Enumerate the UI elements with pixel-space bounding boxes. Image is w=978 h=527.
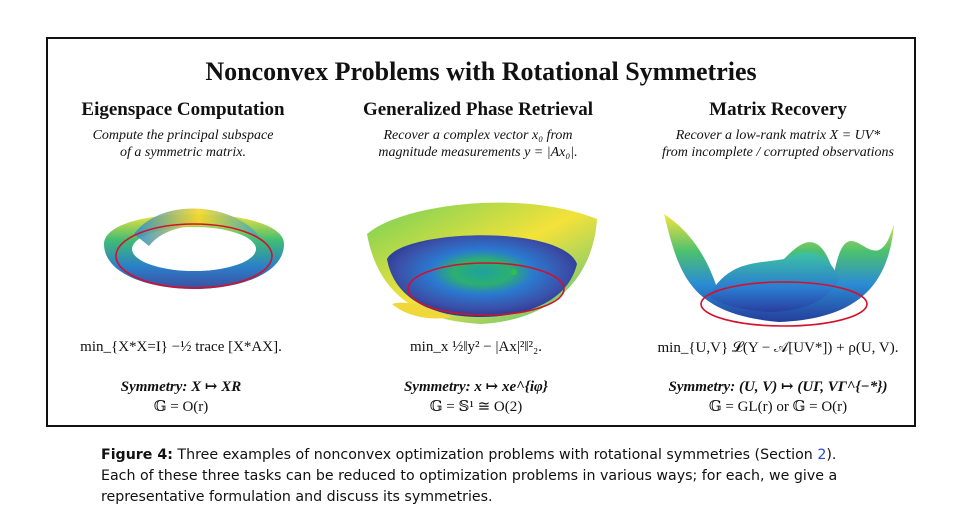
panel-description: Recover a complex vector x₀ from magnitu… [333,127,623,161]
panel-description: Recover a low-rank matrix X = UV* from i… [633,127,923,161]
caption-text: ). [826,447,837,463]
matrix-recovery-surface-plot [664,214,894,327]
section-reference-link[interactable]: 2 [817,447,827,463]
phase-retrieval-formula: min_x ½‖y² − |Ax|²‖²₂. [409,339,543,355]
panel-eigenspace: Eigenspace Computation Compute the princ… [38,99,328,161]
caption-line: Each of these three tasks can be reduced… [101,468,838,484]
symmetry-statement: Symmetry: X ↦ XR [120,379,242,395]
matrix-recovery-formula: min_{U,V} 𝓛(Y − 𝒜[UV*]) + ρ(U, V). [657,340,899,356]
symmetry-group: 𝔾 = O(r) [153,399,209,415]
symmetry-statement: Symmetry: x ↦ xe^{iφ} [403,379,549,395]
panel-title: Eigenspace Computation [81,99,285,120]
matrix-recovery-symmetry: Symmetry: (U, V) ↦ (UΓ, VΓ^{−*}) 𝔾 = GL(… [633,377,923,417]
eigenspace-surface-plot [104,208,284,289]
panel-title: Matrix Recovery [709,99,847,120]
desc-line: from incomplete / corrupted observations [661,145,894,160]
desc-line: Recover a low-rank matrix X = UV* [675,128,881,143]
symmetry-group: 𝔾 = GL(r) or 𝔾 = O(r) [708,399,848,415]
phase-retrieval-symmetry: Symmetry: x ↦ xe^{iφ} 𝔾 = 𝕊¹ ≅ O(2) [331,377,621,417]
panel-description: Compute the principal subspace of a symm… [38,127,328,161]
symmetry-group: 𝔾 = 𝕊¹ ≅ O(2) [429,399,523,415]
desc-line: of a symmetric matrix. [120,145,246,160]
desc-line: Recover a complex vector x₀ from [383,128,573,143]
caption-label: Figure 4: [101,447,173,463]
figure-title: Nonconvex Problems with Rotational Symme… [205,57,757,86]
desc-line: magnitude measurements y = |Ax₀|. [378,145,578,160]
caption-line: representative formulation and discuss i… [101,489,493,505]
figure-caption: Figure 4: Three examples of nonconvex op… [101,445,881,508]
panel-title: Generalized Phase Retrieval [362,99,594,120]
symmetry-statement: Symmetry: (U, V) ↦ (UΓ, VΓ^{−*}) [668,379,888,395]
phase-retrieval-surface-plot [367,202,597,324]
caption-line: Figure 4: Three examples of nonconvex op… [101,445,881,466]
caption-text: Three examples of nonconvex optimization… [172,447,818,463]
eigenspace-symmetry: Symmetry: X ↦ XR 𝔾 = O(r) [36,377,326,417]
desc-line: Compute the principal subspace [92,128,274,143]
eigenspace-formula: min_{X*X=I} −½ trace [X*AX]. [80,339,282,355]
panel-phase-retrieval: Generalized Phase Retrieval Recover a co… [333,99,623,161]
panel-matrix-recovery: Matrix Recovery Recover a low-rank matri… [633,99,923,161]
figure-panel: Nonconvex Problems with Rotational Symme… [46,37,916,427]
